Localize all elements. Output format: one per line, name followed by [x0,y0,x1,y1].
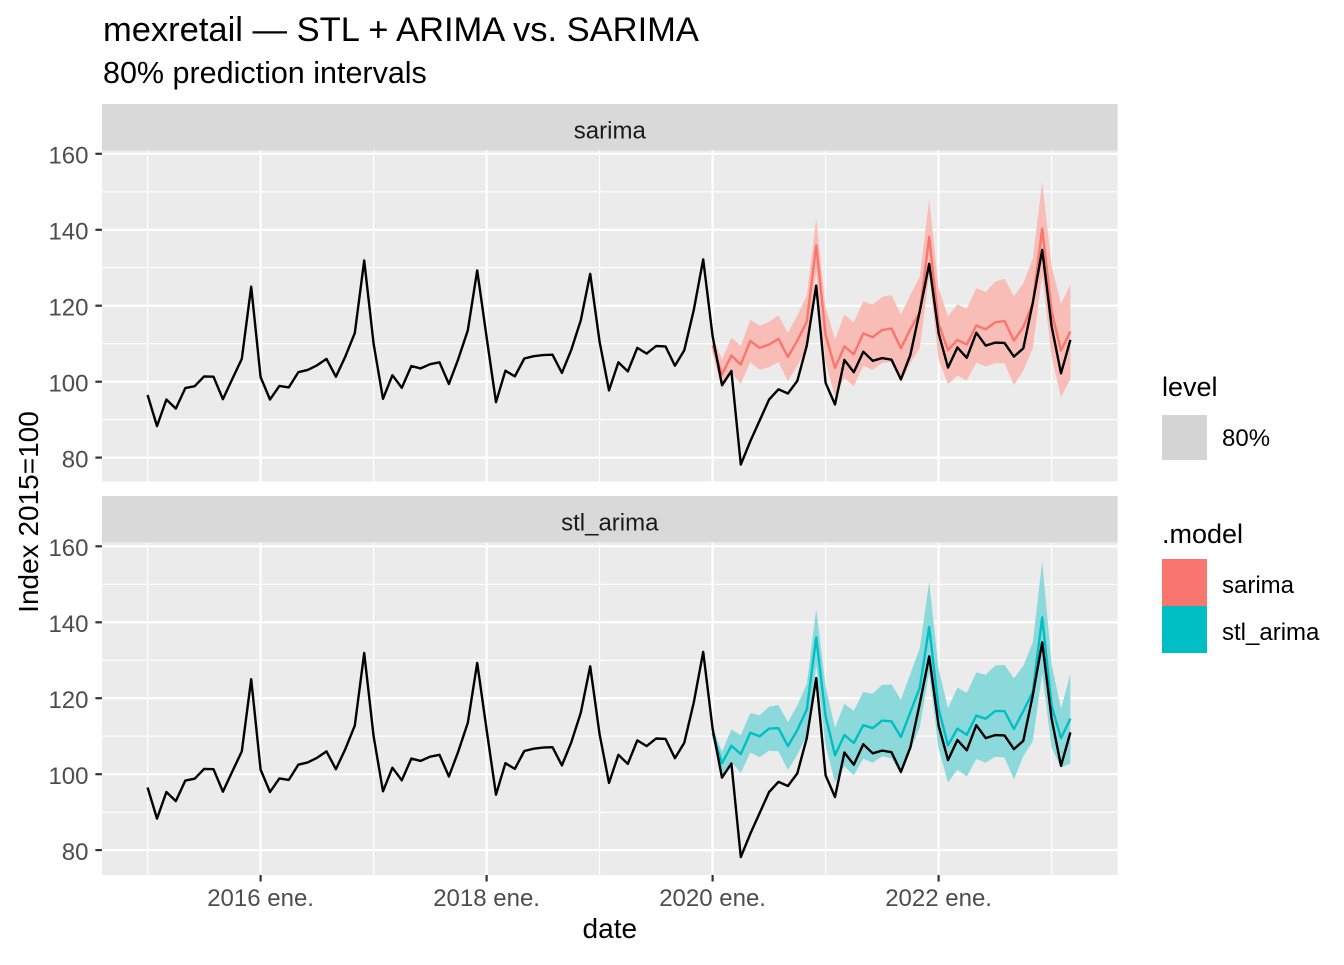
svg-text:120: 120 [48,295,88,322]
svg-text:140: 140 [48,219,88,246]
svg-text:2022 ene.: 2022 ene. [885,885,992,912]
svg-text:100: 100 [48,763,88,790]
svg-text:80: 80 [62,839,89,866]
svg-text:80% prediction intervals: 80% prediction intervals [103,56,427,90]
svg-text:100: 100 [48,371,88,398]
svg-text:mexretail — STL + ARIMA vs. SA: mexretail — STL + ARIMA vs. SARIMA [103,11,699,49]
svg-text:2020 ene.: 2020 ene. [659,885,766,912]
svg-text:Index 2015=100: Index 2015=100 [13,411,44,613]
svg-text:date: date [583,913,638,944]
svg-text:2018 ene.: 2018 ene. [433,885,540,912]
svg-text:160: 160 [48,535,88,562]
svg-text:80: 80 [62,446,89,473]
svg-text:140: 140 [48,611,88,638]
svg-text:.model: .model [1162,519,1243,549]
svg-text:80%: 80% [1222,425,1270,452]
svg-text:level: level [1162,372,1218,402]
svg-text:stl_arima: stl_arima [561,509,659,536]
svg-text:sarima: sarima [1222,572,1295,599]
svg-text:stl_arima: stl_arima [1222,619,1320,646]
svg-text:120: 120 [48,687,88,714]
svg-text:2016 ene.: 2016 ene. [207,885,314,912]
svg-text:160: 160 [48,143,88,170]
svg-text:sarima: sarima [574,117,647,144]
